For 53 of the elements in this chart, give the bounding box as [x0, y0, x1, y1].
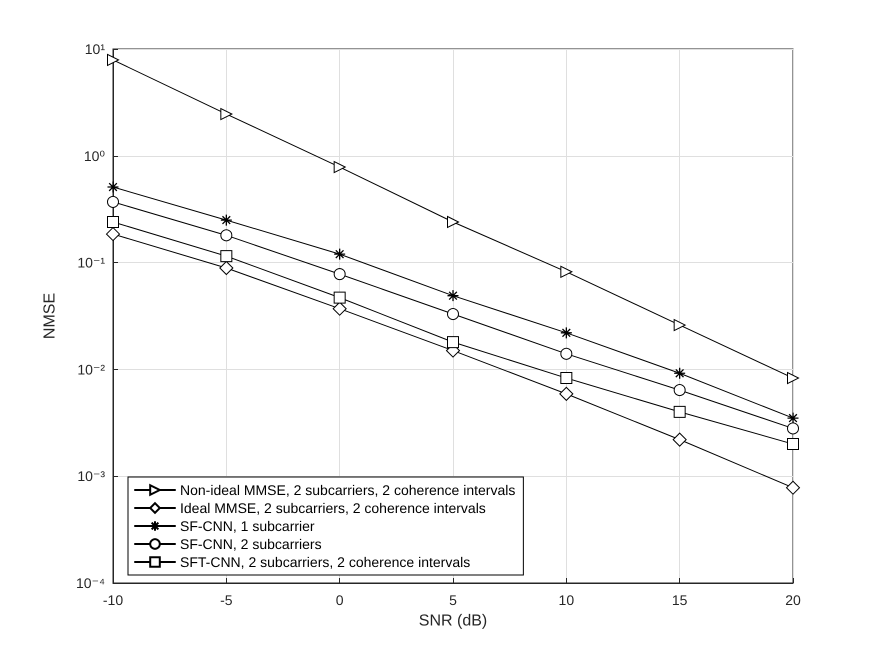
point — [447, 336, 459, 348]
x-tick-label: 10 — [558, 592, 574, 608]
y-axis-title: NMSE — [42, 292, 58, 340]
x-tick-label: 5 — [449, 592, 458, 608]
point — [560, 326, 572, 339]
point — [672, 432, 687, 447]
y-tick-label: 10⁻⁴ — [76, 575, 105, 591]
point — [334, 161, 346, 174]
point — [332, 302, 347, 316]
point — [446, 290, 460, 302]
point — [560, 266, 572, 278]
x-tick-label: 20 — [785, 592, 801, 608]
legend-label: SF-CNN, 2 subcarriers — [180, 536, 322, 552]
x-tick-label: -5 — [220, 592, 233, 608]
legend-label: SFT-CNN, 2 subcarriers, 2 coherence intervals — [180, 554, 470, 570]
point — [220, 229, 232, 242]
point — [560, 348, 572, 360]
point — [559, 386, 574, 401]
legend-label: Non-ideal MMSE, 2 subcarriers, 2 coherence intervals — [180, 482, 516, 498]
point — [220, 214, 232, 226]
x-axis-title: SNR (dB) — [418, 612, 488, 630]
point — [447, 308, 459, 320]
x-tick-label: -10 — [102, 592, 124, 608]
point — [674, 406, 686, 418]
point — [219, 261, 234, 276]
point — [334, 292, 346, 304]
legend-label: SF-CNN, 1 subcarrier — [180, 518, 315, 534]
x-tick-label: 15 — [672, 592, 688, 608]
point — [787, 422, 799, 434]
point — [560, 372, 572, 384]
point — [334, 268, 346, 280]
y-tick-label: 10¹ — [84, 41, 106, 57]
point — [334, 248, 346, 260]
y-tick-label: 10⁻² — [77, 361, 106, 378]
point — [220, 108, 232, 120]
point — [787, 372, 799, 384]
point — [447, 216, 459, 228]
point — [787, 438, 799, 450]
y-tick-label: 10⁻³ — [77, 468, 106, 484]
y-tick-label: 10⁻¹ — [77, 254, 106, 271]
point — [674, 367, 686, 380]
point — [220, 250, 232, 262]
point — [107, 216, 119, 228]
point — [106, 227, 120, 242]
point — [674, 319, 686, 332]
point — [107, 196, 119, 208]
point — [106, 180, 120, 194]
y-tick-label: 10⁰ — [84, 148, 106, 164]
point — [107, 54, 119, 66]
x-tick-label: 0 — [336, 592, 344, 608]
point — [786, 480, 800, 495]
legend-label: Ideal MMSE, 2 subcarriers, 2 coherence intervals — [180, 500, 486, 516]
point — [674, 384, 686, 396]
